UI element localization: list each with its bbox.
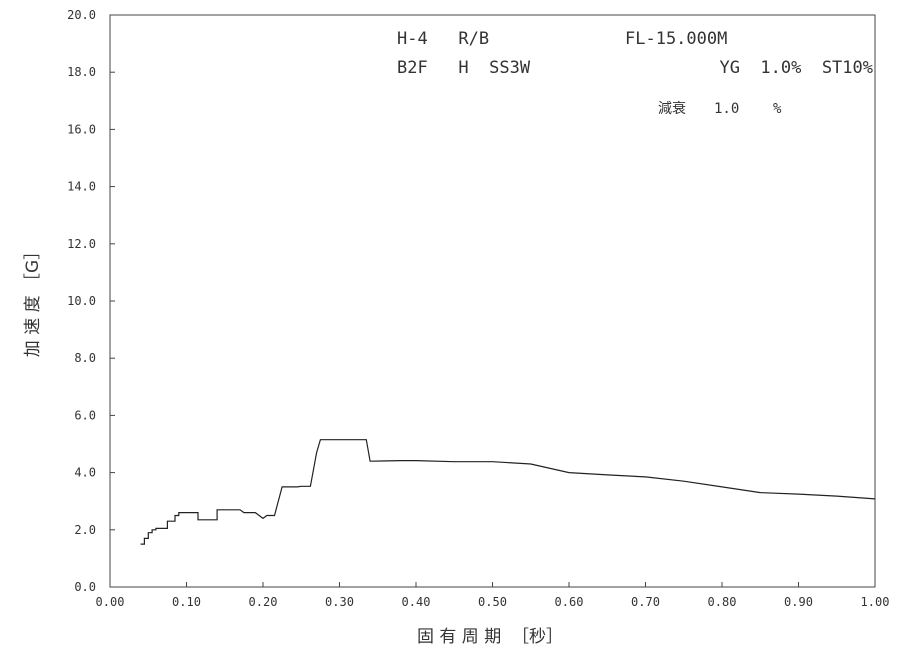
x-tick-label: 0.50: [478, 595, 507, 609]
x-axis-ticks: 0.00 0.10 0.20 0.30 0.40 0.50 0.60 0.70 0.80 0.90…: [96, 582, 890, 609]
y-tick-label: 18.0: [67, 65, 96, 79]
header-line1-left: H-4 R/B: [397, 29, 489, 49]
x-tick-label: 0.90: [784, 595, 813, 609]
damping-unit: %: [773, 101, 782, 117]
x-tick-label: 1.00: [861, 595, 890, 609]
plot-frame: [109, 14, 876, 588]
y-tick-label: 14.0: [67, 180, 96, 194]
x-tick-label: 0.10: [172, 595, 201, 609]
y-tick-label: 10.0: [67, 294, 96, 308]
x-tick-label: 0.70: [631, 595, 660, 609]
x-tick-label: 0.30: [325, 595, 354, 609]
y-tick-label: 0.0: [74, 580, 96, 594]
y-axis-ticks: 0.0 2.0 4.0 6.0 8.0 10.0 12.0 14.0 16.0 18.0 20.0: [67, 8, 115, 594]
y-axis-label: 加 速 度 ［G］: [23, 243, 43, 357]
x-axis-label: 固 有 周 期 ［秒］: [417, 627, 563, 647]
y-tick-label: 8.0: [74, 351, 96, 365]
y-tick-label: 4.0: [74, 466, 96, 480]
y-tick-label: 16.0: [67, 122, 96, 136]
header-line1-right: FL-15.000M: [625, 29, 727, 49]
y-tick-label: 12.0: [67, 237, 96, 251]
x-tick-label: 0.80: [708, 595, 737, 609]
damping-value: 1.0: [714, 101, 739, 117]
x-tick-label: 0.40: [402, 595, 431, 609]
x-tick-label: 0.20: [249, 595, 278, 609]
y-tick-label: 20.0: [67, 8, 96, 22]
header-line2-left: B2F H SS3W: [397, 58, 531, 78]
y-tick-label: 2.0: [74, 523, 96, 537]
series-group: [140, 439, 876, 545]
x-tick-label: 0.00: [96, 595, 125, 609]
x-tick-label: 0.60: [555, 595, 584, 609]
y-tick-label: 6.0: [74, 408, 96, 422]
damping-label: 減衰: [658, 100, 686, 117]
header-line2-right: YG 1.0% ST10%: [719, 58, 873, 78]
spectrum-line: [140, 439, 876, 545]
